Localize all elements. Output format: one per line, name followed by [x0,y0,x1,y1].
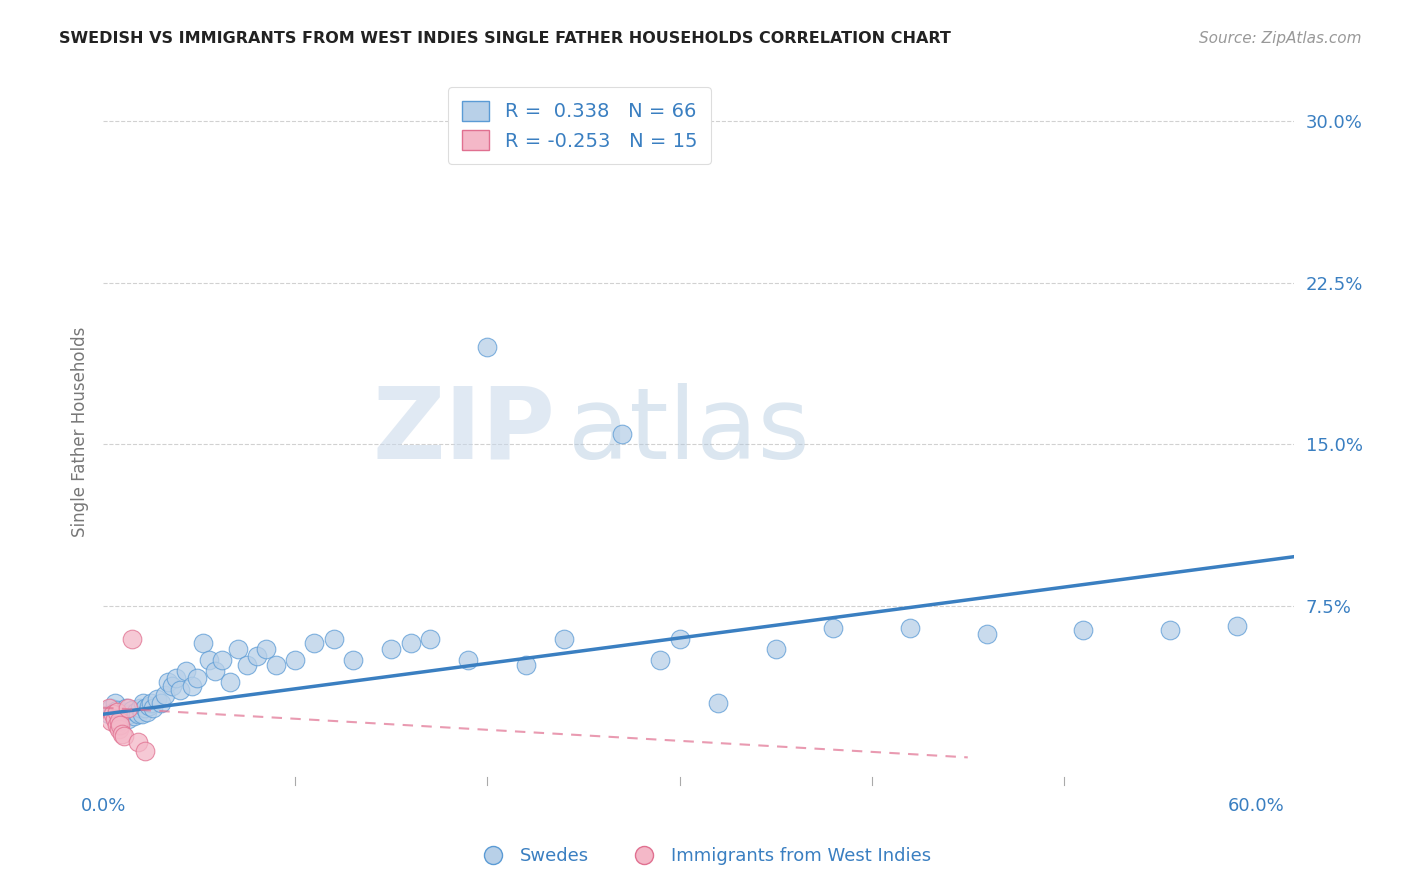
Point [117,712,139,726]
Point [131,707,153,722]
Point [134,700,156,714]
Point [100,714,122,728]
Text: ZIP: ZIP [373,383,555,480]
Point [219,674,242,689]
Point [101,705,124,719]
Point [226,642,249,657]
Point [111,726,134,740]
Point [180,679,202,693]
Point [149,697,172,711]
Point [610,426,633,441]
Point [246,648,269,663]
Point [117,700,139,714]
Point [101,707,124,722]
Point [1159,623,1181,637]
Point [707,697,730,711]
Point [100,700,122,714]
Point [146,692,169,706]
Point [107,707,129,722]
Point [191,636,214,650]
Point [153,688,176,702]
Point [553,632,575,646]
Point [380,642,402,657]
Point [138,698,160,713]
Point [284,653,307,667]
Point [111,707,134,722]
Point [162,679,184,693]
Point [127,735,149,749]
Point [121,632,143,646]
Point [264,657,287,672]
Point [110,718,132,732]
Point [976,627,998,641]
Legend: Swedes, Immigrants from West Indies: Swedes, Immigrants from West Indies [468,840,938,872]
Point [419,632,441,646]
Point [115,700,138,714]
Point [118,707,141,722]
Point [125,705,148,719]
Point [477,340,499,354]
Point [515,657,537,672]
Text: Source: ZipAtlas.com: Source: ZipAtlas.com [1198,31,1361,46]
Point [169,683,191,698]
Point [765,642,787,657]
Point [97,700,120,714]
Point [186,671,208,685]
Point [141,697,163,711]
Point [110,714,132,728]
Point [105,718,128,732]
Point [157,674,180,689]
Point [211,653,233,667]
Point [127,707,149,722]
Point [457,653,479,667]
Point [132,697,155,711]
Point [128,700,150,714]
Point [399,636,422,650]
Point [1226,618,1249,632]
Point [107,723,129,737]
Point [97,707,120,722]
Point [823,621,845,635]
Point [204,664,226,678]
Point [104,697,127,711]
Point [198,653,221,667]
Point [322,632,344,646]
Point [105,703,128,717]
Point [342,653,364,667]
Point [304,636,326,650]
Point [174,664,197,678]
Point [898,621,921,635]
Point [112,705,135,719]
Text: atlas: atlas [568,383,810,480]
Point [121,703,143,717]
Point [107,714,129,728]
Point [165,671,187,685]
Point [112,729,135,743]
Point [256,642,278,657]
Y-axis label: Single Father Households: Single Father Households [72,326,89,537]
Point [1071,623,1094,637]
Point [136,705,159,719]
Point [105,705,128,719]
Point [134,744,156,758]
Point [122,709,145,723]
Point [650,653,672,667]
Point [104,712,127,726]
Point [236,657,259,672]
Legend: R =  0.338   N = 66, R = -0.253   N = 15: R = 0.338 N = 66, R = -0.253 N = 15 [449,87,711,164]
Point [668,632,690,646]
Text: SWEDISH VS IMMIGRANTS FROM WEST INDIES SINGLE FATHER HOUSEHOLDS CORRELATION CHAR: SWEDISH VS IMMIGRANTS FROM WEST INDIES S… [59,31,950,46]
Point [142,700,165,714]
